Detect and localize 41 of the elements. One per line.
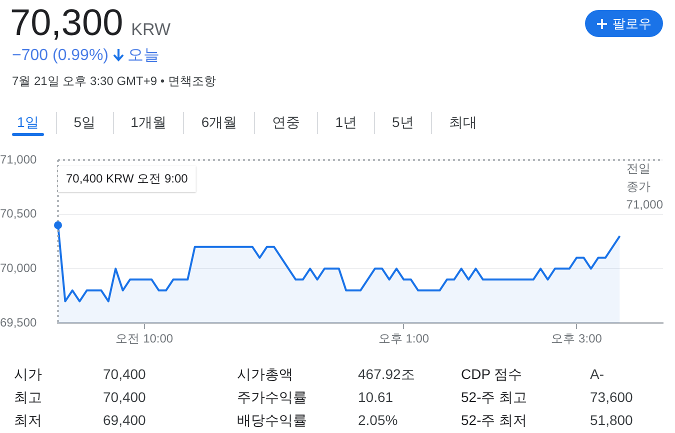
text: 73,600 bbox=[590, 389, 633, 405]
text: −700 (0.99%) bbox=[12, 46, 109, 64]
text: 시가총액 bbox=[237, 366, 293, 384]
y-tick-label: 69,500 bbox=[0, 315, 38, 330]
y-tick-label: 70,000 bbox=[0, 260, 38, 275]
text: 70,400 bbox=[103, 366, 146, 382]
text: 6개월 bbox=[201, 114, 238, 130]
ref-line-label: 전일 종가 71,000 bbox=[626, 161, 664, 212]
text: 5년 bbox=[392, 114, 414, 130]
text: 배당수익률 bbox=[237, 412, 307, 430]
text: 최고 bbox=[14, 389, 42, 407]
text: 오늘 bbox=[128, 46, 160, 66]
text: KRW bbox=[131, 20, 171, 40]
text: 7월 21일 오후 3:30 GMT+9 • 면책조항 bbox=[12, 73, 216, 90]
text: 52-주 최저 bbox=[461, 412, 528, 430]
y-tick-label: 70,500 bbox=[0, 206, 38, 221]
text: 팔로우 bbox=[612, 14, 652, 32]
text: 10.61 bbox=[358, 389, 394, 405]
x-tick-label: 오후 3:00 bbox=[551, 332, 602, 346]
text: CDP 점수 bbox=[461, 366, 522, 384]
text: 연중 bbox=[272, 114, 300, 130]
text: 52-주 최고 bbox=[461, 389, 528, 407]
text: 주가수익률 bbox=[237, 389, 307, 407]
text: A- bbox=[590, 366, 604, 382]
text: 467.92조 bbox=[358, 366, 415, 384]
text: 최대 bbox=[448, 114, 477, 130]
text: 1개월 bbox=[130, 114, 166, 130]
x-tick-label: 오전 10:00 bbox=[116, 332, 174, 346]
text: 5일 bbox=[74, 114, 96, 130]
annotation: 70,400 KRW 오전 9:00 bbox=[66, 171, 188, 186]
text: 70,400 bbox=[103, 389, 146, 405]
text: 시가 bbox=[14, 366, 42, 384]
text: 최저 bbox=[14, 412, 42, 430]
y-tick-label: 71,000 bbox=[0, 152, 38, 166]
x-tick-label: 오후 1:00 bbox=[378, 332, 430, 346]
text: 51,800 bbox=[590, 412, 633, 428]
text: 2.05% bbox=[358, 412, 398, 428]
text: 69,400 bbox=[103, 412, 146, 428]
text: 1년 bbox=[335, 114, 357, 130]
text: 1일 bbox=[17, 114, 39, 130]
text: 70,300 bbox=[10, 2, 124, 44]
